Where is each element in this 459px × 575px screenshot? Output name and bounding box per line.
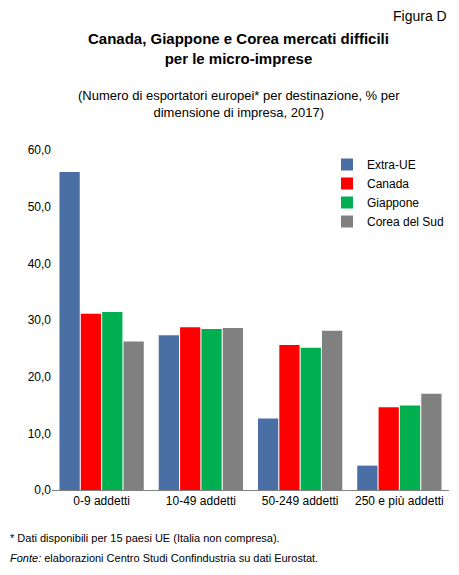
svg-text:Fonte: elaborazioni Centro Stu: Fonte: elaborazioni Centro Studi Confind… bbox=[10, 552, 318, 564]
svg-text:Canada: Canada bbox=[367, 177, 409, 191]
svg-text:0-9 addetti: 0-9 addetti bbox=[73, 494, 130, 508]
svg-text:Corea del Sud: Corea del Sud bbox=[367, 215, 444, 229]
svg-text:Giappone: Giappone bbox=[367, 196, 419, 210]
svg-text:60,0: 60,0 bbox=[28, 143, 52, 157]
svg-text:10-49 addetti: 10-49 addetti bbox=[166, 494, 236, 508]
svg-text:* Dati disponibili per 15 paes: * Dati disponibili per 15 paesi UE (Ital… bbox=[10, 532, 280, 544]
svg-text:Figura D: Figura D bbox=[393, 8, 447, 24]
svg-text:(Numero di esportatori europei: (Numero di esportatori europei* per dest… bbox=[78, 88, 400, 120]
svg-text:30,0: 30,0 bbox=[28, 313, 52, 327]
svg-text:50,0: 50,0 bbox=[28, 200, 52, 214]
svg-text:Canada, Giappone e Corea merca: Canada, Giappone e Corea mercati diffici… bbox=[88, 30, 389, 67]
svg-text:Extra-UE: Extra-UE bbox=[367, 158, 416, 172]
svg-text:250 e più addetti: 250 e più addetti bbox=[355, 494, 444, 508]
svg-text:20,0: 20,0 bbox=[28, 370, 52, 384]
svg-text:40,0: 40,0 bbox=[28, 257, 52, 271]
svg-text:10,0: 10,0 bbox=[28, 427, 52, 441]
svg-text:50-249 addetti: 50-249 addetti bbox=[262, 494, 339, 508]
svg-text:0,0: 0,0 bbox=[34, 483, 51, 497]
